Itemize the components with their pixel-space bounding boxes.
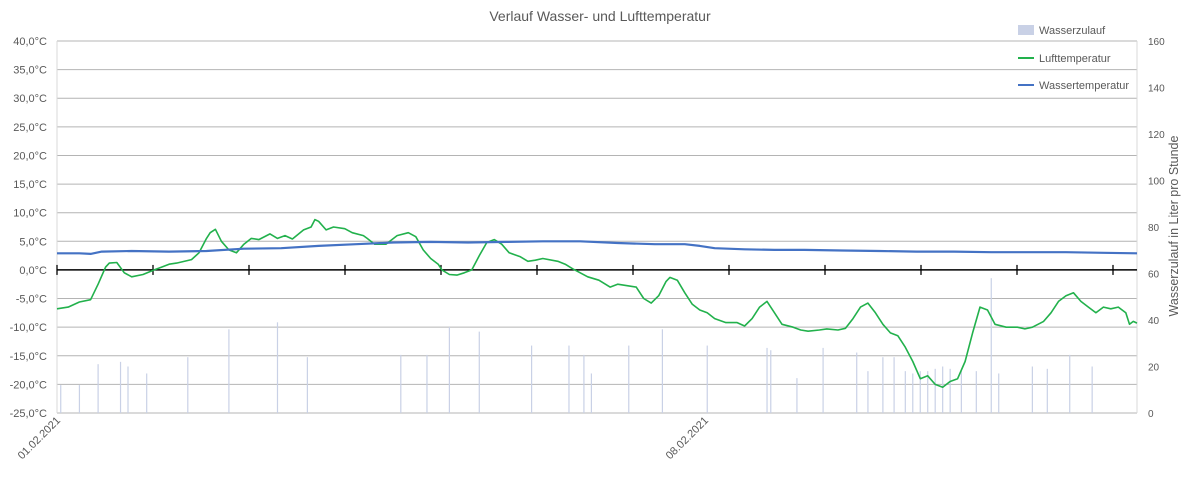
inflow-bar bbox=[568, 345, 570, 413]
inflow-bar bbox=[990, 278, 992, 413]
inflow-bar bbox=[1091, 366, 1093, 413]
inflow-bar bbox=[934, 368, 936, 413]
inflow-bar bbox=[306, 357, 308, 413]
inflow-bar bbox=[893, 357, 895, 413]
inflow-bar bbox=[975, 371, 977, 413]
inflow-bar bbox=[1069, 354, 1071, 413]
inflow-bar bbox=[228, 329, 230, 413]
inflow-bar bbox=[796, 378, 798, 413]
inflow-bar bbox=[882, 357, 884, 413]
inflow-bar bbox=[822, 347, 824, 413]
legend-label: Wasserzulauf bbox=[1039, 25, 1106, 37]
series-lines bbox=[56, 218, 1138, 388]
inflow-bars bbox=[60, 278, 1093, 413]
y2-tick-label: 40 bbox=[1148, 316, 1160, 327]
y-tick-label: 0,0°C bbox=[19, 265, 47, 277]
y2-tick-label: 80 bbox=[1148, 223, 1160, 234]
inflow-bar bbox=[276, 322, 279, 413]
inflow-bar bbox=[661, 329, 663, 413]
inflow-bar bbox=[146, 373, 148, 413]
inflow-bar bbox=[766, 347, 768, 413]
y-tick-label: -20,0°C bbox=[10, 379, 47, 391]
inflow-bar bbox=[1046, 368, 1048, 413]
y-tick-label: -15,0°C bbox=[10, 351, 47, 363]
x-tick-label: 08.02.2021 bbox=[664, 415, 711, 462]
y2-tick-label: 140 bbox=[1148, 84, 1165, 95]
y2-tick-label: 100 bbox=[1148, 177, 1165, 188]
y2-tick-label: 120 bbox=[1148, 130, 1165, 141]
y-tick-label: -5,0°C bbox=[16, 294, 47, 306]
inflow-bar bbox=[478, 331, 480, 413]
y-tick-label: 25,0°C bbox=[13, 122, 47, 134]
inflow-bar bbox=[856, 352, 858, 413]
inflow-bar bbox=[426, 354, 428, 413]
inflow-bar bbox=[583, 354, 585, 413]
inflow-bar bbox=[927, 371, 929, 413]
inflow-bar bbox=[400, 354, 402, 413]
inflow-bar bbox=[187, 357, 189, 413]
inflow-bar bbox=[919, 371, 921, 413]
y-tick-label: 20,0°C bbox=[13, 150, 47, 162]
water-temperature-line bbox=[57, 240, 1138, 255]
inflow-bar bbox=[867, 371, 869, 413]
inflow-bar bbox=[942, 366, 944, 413]
y-tick-label: 5,0°C bbox=[19, 236, 47, 248]
inflow-bar bbox=[1031, 366, 1033, 413]
inflow-bar bbox=[531, 345, 533, 413]
y-tick-label: -25,0°C bbox=[10, 408, 47, 420]
inflow-bar bbox=[628, 345, 630, 413]
inflow-bar bbox=[448, 326, 450, 413]
x-tick-label: 01.02.2021 bbox=[16, 415, 63, 462]
inflow-bar bbox=[127, 366, 129, 413]
y-tick-label: 35,0°C bbox=[13, 65, 47, 77]
y-tick-label: 10,0°C bbox=[13, 208, 47, 220]
y-tick-label: 15,0°C bbox=[13, 179, 47, 191]
y-tick-label: -10,0°C bbox=[10, 322, 47, 334]
inflow-bar bbox=[949, 368, 951, 413]
inflow-bar bbox=[998, 373, 1000, 413]
legend-swatch-inflow bbox=[1018, 25, 1034, 35]
inflow-bar bbox=[119, 361, 122, 413]
y2-tick-label: 0 bbox=[1148, 409, 1154, 420]
chart-title: Verlauf Wasser- und Lufttemperatur bbox=[489, 8, 711, 24]
legend-label: Wassertemperatur bbox=[1039, 80, 1129, 92]
inflow-bar bbox=[60, 385, 62, 413]
inflow-bar bbox=[78, 385, 81, 413]
y2-tick-label: 20 bbox=[1148, 363, 1160, 374]
y2-tick-label: 160 bbox=[1148, 37, 1165, 48]
inflow-bar bbox=[590, 373, 592, 413]
y-tick-label: 30,0°C bbox=[13, 93, 47, 105]
inflow-bar bbox=[912, 373, 914, 413]
inflow-bar bbox=[706, 345, 708, 413]
legend: Wasserzulauf Lufttemperatur Wassertemperat… bbox=[1018, 25, 1129, 92]
legend-label: Lufttemperatur bbox=[1039, 53, 1111, 65]
air-temperature-line bbox=[56, 218, 1138, 388]
inflow-bar bbox=[960, 371, 962, 413]
y-tick-label: 40,0°C bbox=[13, 36, 47, 48]
inflow-bar bbox=[904, 371, 906, 413]
inflow-bar bbox=[97, 364, 99, 413]
x-axis bbox=[56, 41, 1138, 413]
gridlines bbox=[57, 40, 1137, 414]
y2-axis-label: Wasserzulauf in Liter pro Stunde bbox=[1167, 136, 1181, 317]
inflow-bar bbox=[770, 350, 772, 413]
y2-tick-label: 60 bbox=[1148, 270, 1160, 281]
